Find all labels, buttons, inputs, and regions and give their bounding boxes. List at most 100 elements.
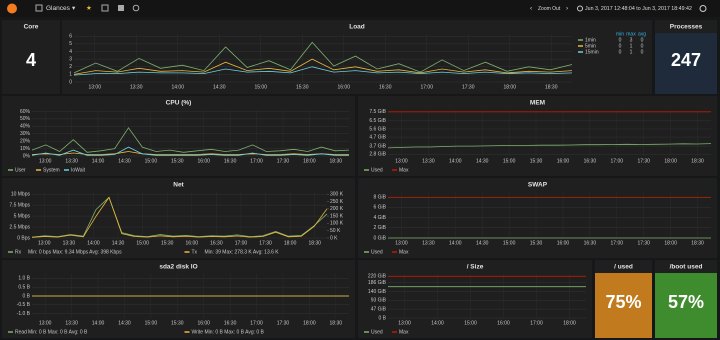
- legend-stat: 3: [630, 37, 633, 43]
- legend-name: Max: [399, 249, 409, 255]
- x-tick-label: 17:30: [637, 158, 650, 164]
- x-tick-label: 13:30: [63, 240, 76, 246]
- x-tick-label: 14:30: [476, 158, 489, 164]
- panel: [2, 96, 355, 176]
- x-tick-label: 15:30: [171, 158, 184, 164]
- y2-tick-label: 50 K: [330, 228, 341, 234]
- zoom-next[interactable]: ›: [566, 5, 568, 12]
- stat-value: 75%: [605, 292, 641, 312]
- x-tick-label: 13:00: [88, 84, 101, 90]
- dashboard-name[interactable]: Glances: [46, 5, 71, 12]
- x-tick-label: 18:00: [284, 240, 297, 246]
- x-tick-label: 18:00: [563, 320, 576, 326]
- panel-title: Load: [349, 24, 365, 31]
- series-line: [31, 127, 350, 153]
- y-tick-label: 5 Mbps: [14, 213, 31, 219]
- panel: [358, 178, 717, 258]
- x-tick-label: 13:00: [38, 240, 51, 246]
- star-icon[interactable]: ★: [86, 4, 92, 12]
- x-tick-label: 13:00: [395, 240, 408, 246]
- y-tick-label: 40%: [20, 124, 31, 130]
- time-range[interactable]: Jun 3, 2017 12:48:04 to Jun 3, 2017 18:4…: [585, 6, 692, 12]
- x-tick-label: 15:00: [464, 320, 477, 326]
- settings-icon[interactable]: [132, 4, 140, 12]
- y-tick-label: 0 Bps: [17, 235, 30, 241]
- legend-stat: 1: [630, 49, 633, 55]
- zoom-prev[interactable]: ‹: [530, 5, 532, 12]
- stat-value: 57%: [668, 292, 704, 312]
- x-tick-label: 14:00: [449, 158, 462, 164]
- legend-stat: 0: [641, 49, 644, 55]
- panel: [2, 178, 355, 258]
- x-tick-label: 15:00: [254, 84, 267, 90]
- panel-title: SWAP: [528, 182, 548, 189]
- clock-icon: [577, 5, 583, 12]
- x-tick-label: 17:30: [277, 320, 290, 326]
- legend-name: 5min: [585, 43, 596, 49]
- x-tick-label: 18:30: [330, 320, 343, 326]
- x-tick-label: 17:00: [611, 240, 624, 246]
- x-tick-label: 14:00: [87, 240, 100, 246]
- y2-tick-label: 150 K: [330, 213, 344, 219]
- stat-background: [655, 33, 717, 94]
- y-tick-label: 0 B: [22, 293, 30, 299]
- panel: [2, 260, 355, 338]
- x-tick-label: 15:00: [145, 320, 158, 326]
- legend-stat: 0: [619, 37, 622, 43]
- x-tick-label: 18:00: [664, 158, 677, 164]
- x-tick-label: 18:30: [691, 158, 704, 164]
- y2-tick-label: 250 K: [330, 199, 344, 205]
- y-tick-label: 10%: [20, 146, 31, 152]
- dashboard-icon: [35, 4, 43, 12]
- y-tick-label: 30%: [20, 131, 31, 137]
- save-icon[interactable]: [118, 5, 124, 11]
- series-line: [31, 146, 349, 156]
- x-tick-label: 17:00: [235, 240, 248, 246]
- legend-name: Tx: [192, 249, 198, 255]
- legend-stat: 0: [619, 49, 622, 55]
- panel: [2, 20, 60, 94]
- series-line: [31, 196, 328, 238]
- x-tick-label: 14:30: [112, 240, 125, 246]
- y-tick-label: 1.0 B: [18, 276, 30, 282]
- stat-background: [655, 273, 717, 338]
- x-tick-label: 15:00: [136, 240, 149, 246]
- x-tick-label: 14:00: [431, 320, 444, 326]
- legend-name: Used: [371, 329, 383, 335]
- legend-name: Rx: [15, 249, 22, 255]
- x-tick-label: 13:30: [422, 158, 435, 164]
- x-tick-label: 14:30: [213, 84, 226, 90]
- logo[interactable]: [7, 3, 17, 14]
- legend-stat: 0: [619, 43, 622, 49]
- y-tick-label: 3.7 GiB: [369, 143, 386, 149]
- legend-header: max: [626, 31, 636, 37]
- x-tick-label: 15:30: [530, 158, 543, 164]
- legend-name: 1min: [585, 37, 596, 43]
- y-tick-label: 6: [69, 34, 72, 40]
- y-tick-label: 5.6 GiB: [369, 126, 386, 132]
- legend-name: Max: [399, 329, 409, 335]
- x-tick-label: 18:00: [303, 158, 316, 164]
- refresh-icon[interactable]: [699, 5, 707, 12]
- dropdown-caret[interactable]: ▾: [72, 5, 76, 12]
- share-icon[interactable]: [101, 4, 109, 12]
- series-line: [31, 196, 328, 238]
- zoom-out[interactable]: Zoom Out: [538, 6, 561, 12]
- panel-title: MEM: [530, 100, 545, 107]
- y-tick-label: 10 Mbps: [11, 192, 31, 198]
- x-tick-label: 18:00: [503, 84, 516, 90]
- panel: [358, 96, 717, 176]
- y-tick-label: 220 GiB: [368, 274, 387, 280]
- y-tick-label: 8 GiB: [373, 194, 386, 200]
- x-tick-label: 13:00: [395, 158, 408, 164]
- x-tick-label: 15:30: [171, 320, 184, 326]
- y-tick-label: 0: [69, 79, 72, 85]
- panel-title: Core: [24, 24, 39, 31]
- x-tick-label: 18:30: [308, 240, 321, 246]
- y-tick-label: 50%: [20, 116, 31, 122]
- x-tick-label: 16:00: [337, 84, 350, 90]
- x-tick-label: 16:00: [197, 158, 210, 164]
- y-tick-label: 4 GiB: [373, 215, 386, 221]
- x-tick-label: 14:00: [92, 158, 105, 164]
